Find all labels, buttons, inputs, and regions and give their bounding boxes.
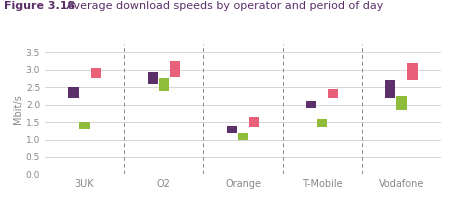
FancyBboxPatch shape <box>148 72 158 84</box>
FancyBboxPatch shape <box>249 117 259 127</box>
FancyBboxPatch shape <box>396 96 406 110</box>
FancyBboxPatch shape <box>317 119 327 127</box>
FancyBboxPatch shape <box>68 87 79 98</box>
FancyBboxPatch shape <box>238 133 248 140</box>
FancyBboxPatch shape <box>306 101 316 108</box>
FancyBboxPatch shape <box>328 89 338 98</box>
FancyBboxPatch shape <box>385 80 396 98</box>
FancyBboxPatch shape <box>159 78 169 91</box>
FancyBboxPatch shape <box>80 122 90 129</box>
FancyBboxPatch shape <box>407 63 418 80</box>
FancyBboxPatch shape <box>170 61 180 77</box>
Text: Figure 3.18: Figure 3.18 <box>4 1 76 11</box>
Text: Average download speeds by operator and period of day: Average download speeds by operator and … <box>56 1 383 11</box>
Legend: 24 hour average, Weekdays 20.00 to 22.00, Off peak 0.00 to 06.00: 24 hour average, Weekdays 20.00 to 22.00… <box>82 215 404 218</box>
Y-axis label: Mbit/s: Mbit/s <box>13 94 23 124</box>
FancyBboxPatch shape <box>90 68 101 78</box>
FancyBboxPatch shape <box>227 126 237 133</box>
